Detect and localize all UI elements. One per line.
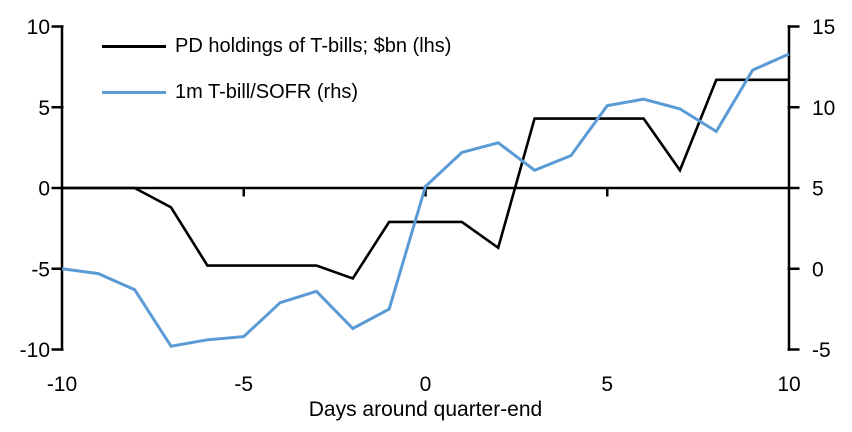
left-axis-tick-label: 10: [27, 16, 50, 39]
x-axis-title: Days around quarter-end: [309, 398, 542, 421]
left-axis-tick-label: 5: [38, 97, 50, 120]
left-axis-tick-label: -5: [31, 258, 50, 281]
x-axis-tick-label: -5: [234, 373, 253, 396]
right-axis-tick-label: 0: [812, 258, 824, 281]
right-axis-tick-label: 15: [812, 16, 835, 39]
left-axis-tick-label: 0: [38, 178, 50, 201]
x-axis-tick-label: 0: [420, 373, 432, 396]
legend-line-black: [102, 44, 166, 48]
legend-line-blue: [102, 90, 166, 94]
series-line-pd-holdings: [62, 78, 789, 281]
left-axis-tick-label: -10: [20, 339, 50, 362]
legend-label-pd-holdings: PD holdings of T-bills; $bn (lhs): [175, 35, 452, 57]
right-axis-tick-label: 5: [812, 178, 824, 201]
legend-item-pd-holdings: PD holdings of T-bills; $bn (lhs): [102, 34, 451, 58]
right-axis-tick-label: -5: [812, 339, 831, 362]
legend-item-tbill-sofr: 1m T-bill/SOFR (rhs): [102, 80, 451, 104]
right-axis-tick-label: 10: [812, 97, 835, 120]
x-axis-tick-label: 5: [601, 373, 613, 396]
chart-legend: PD holdings of T-bills; $bn (lhs) 1m T-b…: [102, 34, 451, 104]
series-line-tbill-sofr: [61, 52, 790, 348]
x-axis-tick-label: 10: [777, 373, 800, 396]
legend-label-tbill-sofr: 1m T-bill/SOFR (rhs): [175, 81, 358, 103]
x-axis-tick-label: -10: [47, 373, 77, 396]
